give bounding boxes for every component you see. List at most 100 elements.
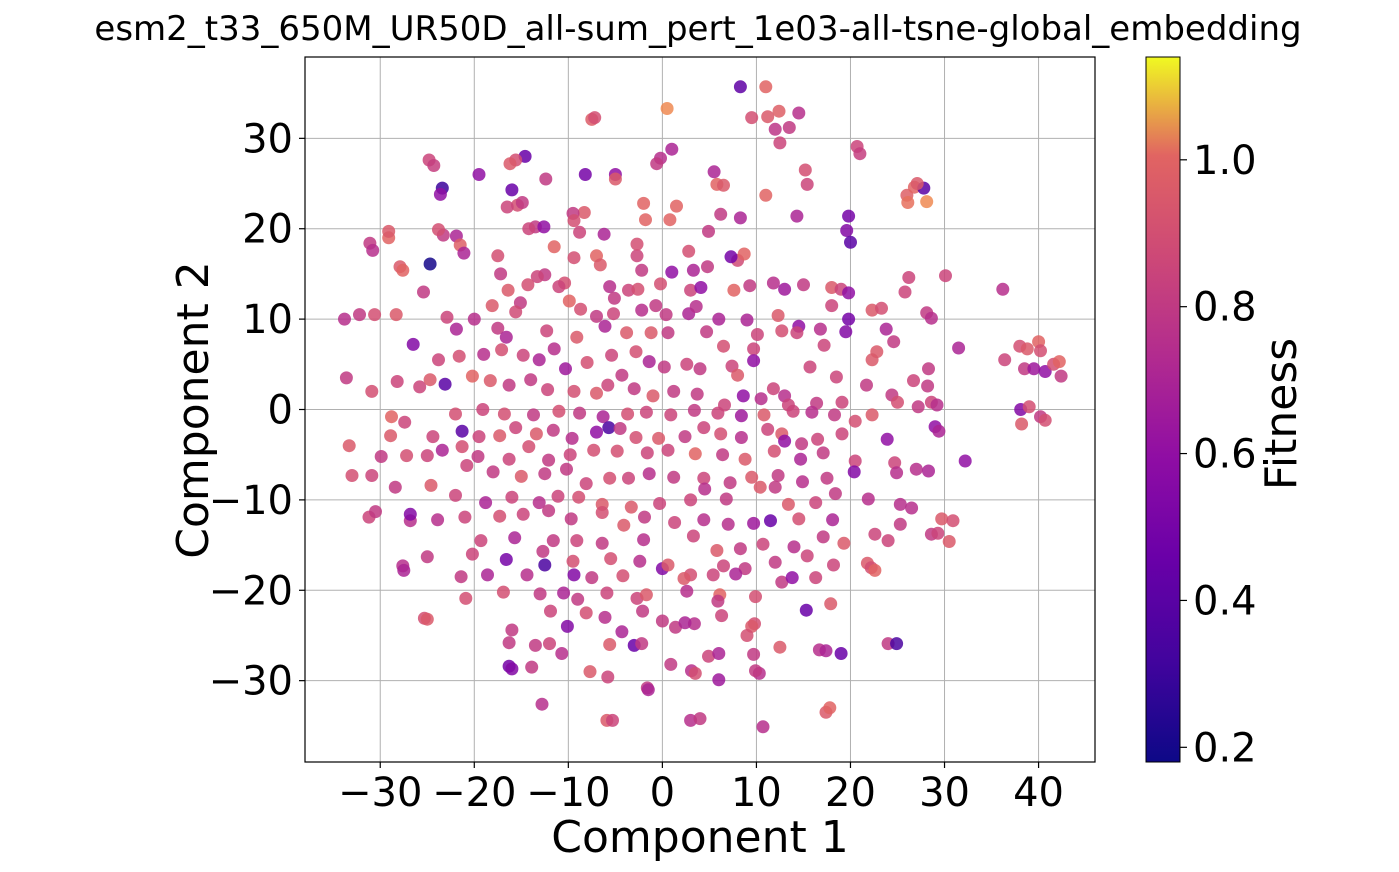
y-tick-label: −30	[209, 659, 293, 705]
scatter-point	[756, 537, 770, 551]
scatter-point	[389, 308, 403, 322]
scatter-point	[689, 300, 703, 313]
scatter-point	[542, 453, 556, 467]
scatter-point	[749, 590, 762, 604]
scatter-point	[544, 604, 557, 618]
scatter-point	[727, 283, 741, 297]
scatter-point	[731, 368, 745, 382]
scatter-point	[345, 469, 359, 482]
scatter-point	[571, 592, 585, 606]
scatter-point	[750, 328, 764, 341]
scatter-point	[452, 349, 466, 363]
scatter-point	[697, 421, 711, 435]
scatter-point	[567, 384, 581, 398]
scatter-point	[533, 587, 547, 601]
scatter-point	[495, 343, 509, 357]
scatter-point	[471, 450, 485, 463]
scatter-point	[413, 380, 427, 394]
scatter-point	[601, 670, 615, 684]
scatter-point	[639, 213, 652, 227]
scatter-point	[516, 348, 530, 362]
scatter-point	[729, 567, 743, 581]
scatter-point	[474, 534, 488, 548]
scatter-point	[465, 369, 479, 383]
scatter-point	[481, 568, 494, 582]
scatter-point	[1038, 413, 1052, 427]
scatter-point	[339, 371, 353, 385]
scatter-point	[653, 497, 667, 510]
colorbar-ticks: 0.2 0.4 0.6 0.8 1.0	[1180, 138, 1257, 771]
scatter-point	[842, 286, 856, 300]
scatter-point	[433, 187, 447, 201]
scatter-point	[603, 471, 617, 485]
scatter-point	[792, 512, 806, 526]
scatter-point	[535, 697, 549, 711]
scatter-point	[458, 510, 472, 524]
scatter-point	[881, 534, 895, 548]
scatter-point	[773, 136, 787, 150]
scatter-point	[501, 283, 515, 297]
scatter-point	[768, 122, 782, 136]
scatter-point	[536, 544, 550, 558]
scatter-point	[766, 276, 780, 290]
scatter-point	[564, 512, 578, 526]
scatter-point	[996, 282, 1010, 296]
scatter-point	[907, 374, 920, 388]
scatter-point	[860, 378, 873, 392]
scatter-point	[567, 568, 581, 582]
scatter-point	[660, 102, 674, 115]
scatter-point	[826, 513, 840, 527]
scatter-point	[600, 586, 614, 600]
scatter-point	[667, 384, 681, 398]
scatter-point	[736, 389, 750, 403]
colorbar-tick-label: 1.0	[1193, 138, 1257, 184]
scatter-point	[787, 540, 801, 554]
scatter-point	[655, 614, 669, 628]
scatter-point	[710, 544, 724, 557]
scatter-point	[641, 683, 655, 697]
scatter-point	[893, 517, 907, 531]
scatter-point	[693, 362, 707, 376]
scatter-point	[771, 309, 785, 322]
scatter-point	[403, 507, 417, 521]
scatter-point	[697, 471, 711, 485]
scatter-point	[532, 496, 546, 510]
scatter-point	[390, 375, 404, 388]
scatter-points	[338, 80, 1068, 734]
scatter-point	[747, 342, 761, 356]
colorbar-label: Fitness	[1256, 338, 1307, 490]
scatter-point	[607, 307, 620, 321]
scatter-point	[754, 392, 768, 406]
scatter-point	[493, 429, 507, 443]
scatter-point	[935, 512, 949, 526]
scatter-point	[734, 409, 748, 423]
scatter-point	[538, 467, 552, 481]
scatter-point	[502, 636, 516, 650]
scatter-point	[455, 424, 469, 438]
scatter-point	[406, 337, 420, 351]
scatter-point	[721, 517, 735, 531]
scatter-point	[491, 249, 505, 263]
scatter-point	[837, 536, 851, 550]
y-axis-label: Component 2	[168, 261, 219, 558]
scatter-point	[637, 533, 651, 547]
scatter-point	[786, 404, 800, 418]
scatter-point	[528, 638, 542, 652]
scatter-point	[879, 322, 893, 336]
scatter-point	[847, 465, 861, 479]
scatter-point	[493, 509, 507, 523]
scatter-point	[738, 452, 752, 466]
scatter-point	[642, 467, 656, 481]
scatter-point	[642, 355, 656, 369]
scatter-point	[353, 308, 366, 322]
scatter-point	[477, 347, 491, 361]
scatter-point	[824, 597, 838, 611]
scatter-point	[541, 383, 555, 397]
scatter-point	[922, 464, 935, 478]
y-tick-label: 20	[242, 207, 293, 253]
scatter-point	[459, 591, 473, 605]
scatter-point	[552, 404, 566, 418]
scatter-point	[527, 408, 540, 422]
scatter-point	[587, 443, 601, 457]
scatter-point	[875, 301, 888, 315]
